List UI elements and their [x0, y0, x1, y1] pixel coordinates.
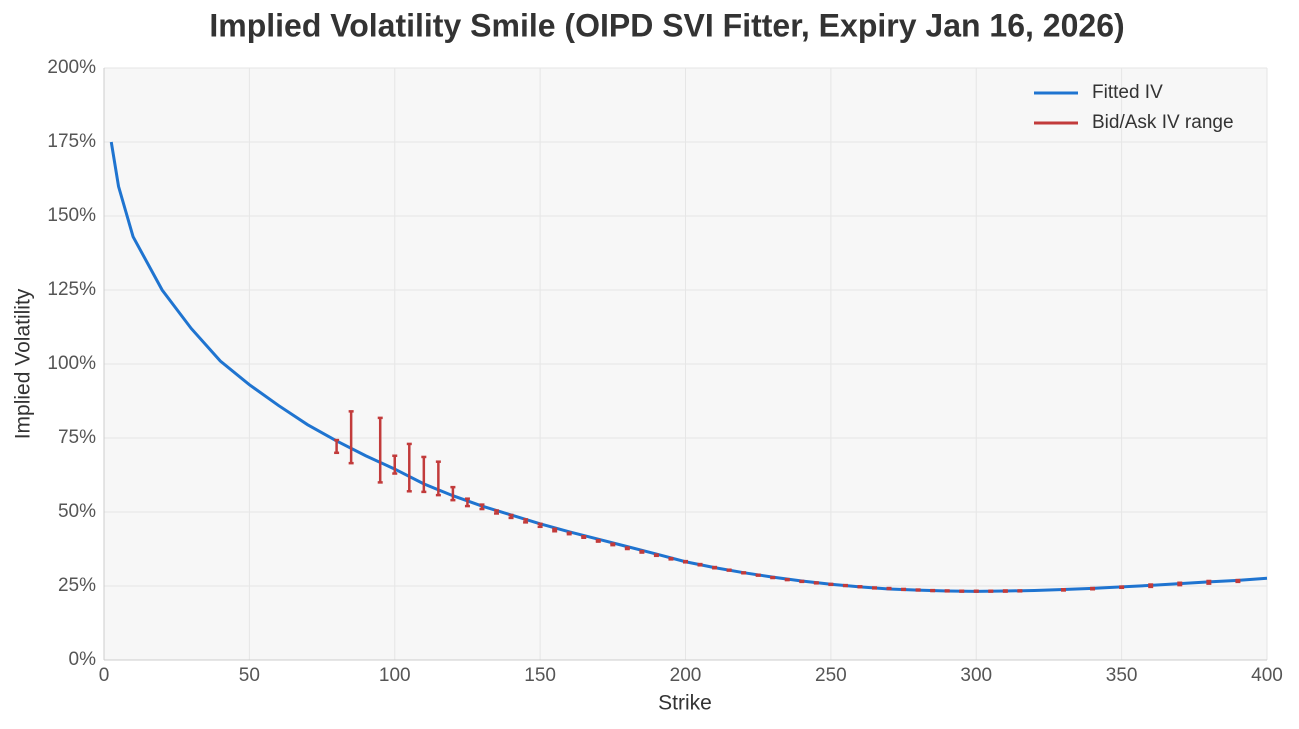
error-bar	[334, 438, 340, 455]
y-tick-label: 175%	[47, 131, 96, 152]
error-bar	[552, 527, 558, 533]
error-bar	[726, 568, 732, 572]
x-tick-label: 150	[524, 665, 556, 686]
x-tick-label: 400	[1251, 665, 1283, 686]
error-bar	[1119, 585, 1125, 590]
error-bar	[901, 587, 907, 592]
error-bar	[973, 589, 979, 593]
x-tick-label: 0	[99, 665, 110, 686]
y-tick-label: 75%	[58, 427, 96, 448]
x-tick-label: 100	[379, 665, 411, 686]
error-bar	[842, 583, 848, 588]
error-bar	[595, 538, 601, 543]
error-bar	[421, 455, 427, 494]
y-tick-label: 0%	[69, 649, 97, 670]
error-bar	[770, 575, 776, 580]
error-bar	[348, 410, 354, 465]
error-bar	[930, 588, 936, 593]
error-bar	[479, 503, 485, 511]
error-bar	[1017, 589, 1023, 593]
x-axis-label: Strike	[658, 692, 712, 715]
x-tick-label: 350	[1106, 665, 1138, 686]
error-bar	[1090, 586, 1096, 591]
error-bar	[450, 485, 456, 502]
error-bar	[610, 542, 616, 547]
y-tick-label: 200%	[47, 57, 96, 78]
y-tick-label: 50%	[58, 501, 96, 522]
error-bar	[1002, 589, 1008, 593]
x-tick-label: 200	[670, 665, 702, 686]
error-bar	[406, 442, 412, 493]
error-bar	[712, 565, 718, 570]
x-tick-label: 300	[960, 665, 992, 686]
error-bar	[1235, 578, 1241, 584]
error-bar	[377, 416, 383, 484]
error-bar	[494, 509, 500, 515]
error-bar	[871, 586, 877, 590]
y-axis-label: Implied Volatility	[12, 288, 35, 439]
error-bar	[464, 497, 470, 508]
error-bar	[683, 559, 688, 564]
error-bar	[886, 586, 892, 591]
error-bar	[741, 571, 747, 575]
error-bar	[915, 588, 921, 592]
error-bar	[944, 589, 950, 593]
error-bar	[566, 531, 572, 536]
error-bar	[624, 546, 630, 551]
error-bar	[392, 454, 398, 475]
error-bar	[581, 535, 587, 540]
error-bar	[1148, 583, 1154, 589]
error-bar	[857, 585, 863, 589]
y-tick-label: 100%	[47, 353, 96, 374]
error-bar	[523, 518, 529, 524]
error-bar	[639, 549, 645, 554]
error-bar	[668, 556, 674, 561]
error-bar	[784, 577, 790, 582]
error-bar	[1177, 581, 1183, 587]
error-bar	[508, 513, 514, 520]
chart-title: Implied Volatility Smile (OIPD SVI Fitte…	[209, 7, 1124, 43]
error-bar	[537, 522, 543, 529]
error-bar	[653, 553, 659, 558]
error-bar	[697, 562, 703, 567]
error-bar	[1060, 588, 1066, 592]
x-tick-label: 50	[239, 665, 260, 686]
y-tick-label: 25%	[58, 575, 96, 596]
error-bar	[799, 579, 805, 584]
error-bar	[988, 589, 994, 593]
error-bar	[828, 582, 834, 587]
y-tick-label: 150%	[47, 205, 96, 226]
legend-label: Bid/Ask IV range	[1092, 112, 1234, 133]
legend-label: Fitted IV	[1092, 82, 1163, 103]
error-bar	[1206, 579, 1212, 585]
error-bar	[959, 589, 965, 593]
error-bar	[755, 573, 761, 577]
y-tick-label: 125%	[47, 279, 96, 300]
error-bar	[813, 581, 819, 585]
x-tick-label: 250	[815, 665, 847, 686]
error-bar	[435, 460, 441, 497]
